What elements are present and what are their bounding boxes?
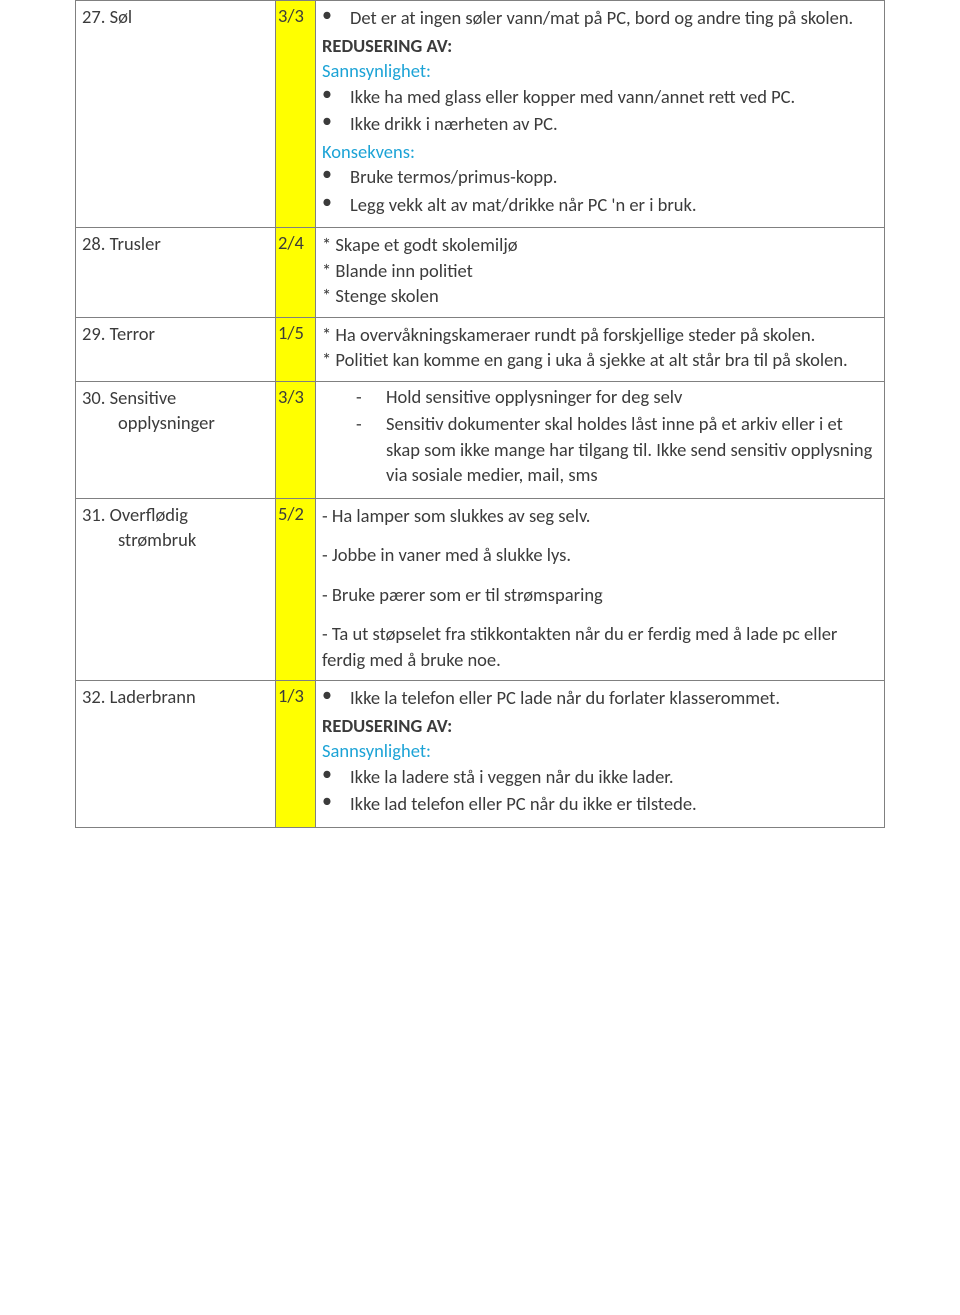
heading-redusering: REDUSERING AV: bbox=[322, 33, 876, 59]
description-cell: - Ha lamper som slukkes av seg selv. - J… bbox=[316, 498, 885, 681]
description-cell: Ikke la telefon eller PC lade når du for… bbox=[316, 681, 885, 828]
star-line: * Stenge skolen bbox=[322, 283, 876, 309]
bullet-item: Ikke ha med glass eller kopper med vann/… bbox=[322, 84, 876, 110]
score-cell: 1/3 bbox=[276, 681, 316, 828]
bullet-item: Ikke la telefon eller PC lade når du for… bbox=[322, 685, 876, 711]
table-row: 27. Søl 3/3 Det er at ingen søler vann/m… bbox=[76, 1, 885, 228]
row-label-line2: strømbruk bbox=[82, 528, 269, 553]
row-label-line2: opplysninger bbox=[82, 411, 269, 436]
score-cell: 1/5 bbox=[276, 317, 316, 381]
bullet-item: Legg vekk alt av mat/drikke når PC 'n er… bbox=[322, 192, 876, 218]
label-cell: 30. Sensitive opplysninger bbox=[76, 381, 276, 498]
label-cell: 31. Overflødig strømbruk bbox=[76, 498, 276, 681]
description-cell: Det er at ingen søler vann/mat på PC, bo… bbox=[316, 1, 885, 228]
plain-dash-line: - Ta ut støpselet fra stikkontakten når … bbox=[322, 621, 876, 672]
document-page: 27. Søl 3/3 Det er at ingen søler vann/m… bbox=[0, 0, 960, 828]
label-cell: 27. Søl bbox=[76, 1, 276, 228]
risk-table: 27. Søl 3/3 Det er at ingen søler vann/m… bbox=[75, 0, 885, 828]
score-cell: 3/3 bbox=[276, 381, 316, 498]
star-para: * Politiet kan komme en gang i uka å sje… bbox=[322, 347, 876, 373]
row-label: 31. Overflødig bbox=[82, 503, 269, 528]
score-cell: 3/3 bbox=[276, 1, 316, 228]
plain-dash-line: - Jobbe in vaner med å slukke lys. bbox=[322, 542, 876, 568]
star-line: * Skape et godt skolemiljø bbox=[322, 232, 876, 258]
row-label: 30. Sensitive bbox=[82, 386, 269, 411]
table-row: 29. Terror 1/5 * Ha overvåkningskameraer… bbox=[76, 317, 885, 381]
table-row: 30. Sensitive opplysninger 3/3 Hold sens… bbox=[76, 381, 885, 498]
bullet-item: Ikke lad telefon eller PC når du ikke er… bbox=[322, 791, 876, 817]
table-row: 32. Laderbrann 1/3 Ikke la telefon eller… bbox=[76, 681, 885, 828]
bullet-item: Ikke drikk i nærheten av PC. bbox=[322, 111, 876, 137]
bullet-item: Det er at ingen søler vann/mat på PC, bo… bbox=[322, 5, 876, 31]
bullet-item: Bruke termos/primus-kopp. bbox=[322, 164, 876, 190]
description-cell: * Ha overvåkningskameraer rundt på forsk… bbox=[316, 317, 885, 381]
plain-dash-line: - Ha lamper som slukkes av seg selv. bbox=[322, 503, 876, 529]
label-cell: 32. Laderbrann bbox=[76, 681, 276, 828]
heading-redusering: REDUSERING AV: bbox=[322, 713, 876, 739]
description-cell: Hold sensitive opplysninger for deg selv… bbox=[316, 381, 885, 498]
score-cell: 2/4 bbox=[276, 228, 316, 318]
table-row: 31. Overflødig strømbruk 5/2 - Ha lamper… bbox=[76, 498, 885, 681]
row-label: 28. Trusler bbox=[82, 232, 269, 257]
description-cell: * Skape et godt skolemiljø * Blande inn … bbox=[316, 228, 885, 318]
dash-item: Sensitiv dokumenter skal holdes låst inn… bbox=[356, 411, 876, 488]
table-row: 28. Trusler 2/4 * Skape et godt skolemil… bbox=[76, 228, 885, 318]
star-para: * Ha overvåkningskameraer rundt på forsk… bbox=[322, 322, 876, 348]
label-cell: 29. Terror bbox=[76, 317, 276, 381]
dash-item: Hold sensitive opplysninger for deg selv bbox=[356, 384, 876, 410]
score-cell: 5/2 bbox=[276, 498, 316, 681]
row-label: 27. Søl bbox=[82, 5, 269, 30]
star-line: * Blande inn politiet bbox=[322, 258, 876, 284]
heading-sannsynlighet: Sannsynlighet: bbox=[322, 738, 876, 764]
row-label: 29. Terror bbox=[82, 322, 269, 347]
heading-konsekvens: Konsekvens: bbox=[322, 139, 876, 165]
plain-dash-line: - Bruke pærer som er til strømsparing bbox=[322, 582, 876, 608]
bullet-item: Ikke la ladere stå i veggen når du ikke … bbox=[322, 764, 876, 790]
label-cell: 28. Trusler bbox=[76, 228, 276, 318]
heading-sannsynlighet: Sannsynlighet: bbox=[322, 58, 876, 84]
row-label: 32. Laderbrann bbox=[82, 685, 269, 710]
